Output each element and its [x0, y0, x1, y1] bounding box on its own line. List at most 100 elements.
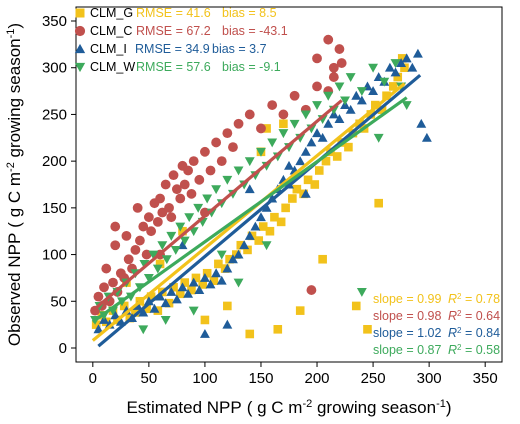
y-tick-label: 300 [42, 60, 67, 77]
y-axis-label: Observed NPP ( g C m-2 growing season-1) [5, 23, 24, 346]
data-point [306, 137, 317, 147]
stat-slope-clm-i: slope = 1.02 [373, 326, 442, 340]
data-point [175, 289, 185, 299]
data-point [278, 109, 289, 120]
data-point [244, 109, 255, 120]
y-axis-label-unit-mid: growing season [5, 38, 24, 162]
y-axis-label-unit-post: ) [5, 23, 24, 29]
data-point [262, 124, 271, 133]
data-point [323, 34, 334, 45]
data-point [93, 324, 104, 334]
data-point [345, 73, 356, 83]
data-point [183, 288, 194, 298]
legend-bias-clm-c: bias = -43.1 [222, 24, 288, 38]
data-point [407, 62, 418, 72]
y-tick-label: 100 [42, 247, 67, 264]
legend-marker-clm-c [74, 25, 86, 37]
regression-line-clm-c [91, 99, 343, 312]
data-point [166, 231, 177, 241]
stat-slope-clm-w: slope = 0.87 [373, 343, 442, 357]
stat-slope-clm-c: slope = 0.98 [373, 309, 442, 323]
data-point [143, 212, 154, 223]
data-point [138, 307, 149, 317]
data-point [160, 298, 171, 308]
data-point [187, 285, 196, 295]
data-point [216, 156, 227, 167]
data-point [328, 62, 339, 73]
data-point [288, 194, 297, 203]
data-point [132, 202, 143, 213]
data-point [179, 179, 190, 190]
data-point [175, 222, 186, 232]
data-point [334, 82, 345, 92]
data-point [273, 325, 283, 334]
data-point [256, 147, 266, 157]
data-point [180, 278, 190, 287]
data-point [183, 165, 194, 176]
data-point [351, 301, 361, 311]
data-point [228, 142, 238, 153]
data-point [233, 118, 244, 129]
data-point [366, 110, 376, 119]
y-tick-label: 0 [59, 340, 67, 357]
x-axis-label-unit-mid: growing season [312, 398, 436, 417]
data-point [321, 156, 331, 166]
data-point [188, 156, 199, 167]
data-point [110, 221, 121, 232]
x-axis-label-unit-post: ) [446, 398, 452, 417]
data-point [373, 133, 384, 143]
data-point [256, 212, 266, 222]
data-point [336, 58, 347, 68]
x-tick-label: 250 [361, 370, 386, 387]
data-point [355, 119, 364, 129]
data-point [222, 319, 233, 329]
data-point [131, 308, 140, 317]
data-point [236, 240, 246, 250]
data-point [194, 174, 205, 185]
x-axis-label: Estimated NPP ( g C m-2 growing season-1) [126, 398, 451, 417]
data-point [400, 63, 409, 73]
data-point [328, 72, 339, 82]
data-point [228, 254, 238, 264]
stat-r2-clm-i: R2 = 0.84 [448, 326, 500, 341]
data-point [202, 268, 212, 278]
data-point [300, 188, 311, 198]
data-point [261, 202, 272, 212]
x-axis-label-sup2: -1 [436, 398, 446, 410]
stat-r2-clm-g: R2 = 0.78 [448, 292, 500, 307]
data-point [390, 59, 401, 68]
data-point [295, 306, 305, 315]
data-point [135, 235, 145, 246]
y-tick-label: 150 [42, 200, 67, 217]
data-point [279, 119, 288, 129]
data-point [374, 198, 383, 208]
plot-frame [75, 6, 503, 363]
data-point [164, 202, 174, 213]
data-point [222, 128, 233, 139]
data-point [323, 118, 334, 128]
legend-marker-clm-i [74, 43, 86, 54]
data-point [300, 110, 311, 120]
data-point [332, 152, 342, 161]
data-point [193, 203, 204, 213]
y-axis-label-main: Observed NPP [5, 233, 24, 346]
stat-slope-clm-g: slope = 0.99 [373, 292, 442, 306]
data-point [200, 146, 210, 157]
data-point [377, 105, 387, 115]
data-point [270, 212, 279, 222]
data-point [368, 63, 379, 73]
data-point [312, 128, 322, 138]
data-point [289, 119, 300, 129]
data-point [388, 82, 398, 91]
data-point [401, 53, 412, 63]
data-point [306, 285, 317, 295]
data-point [340, 96, 350, 106]
regression-line-clm-w [91, 96, 408, 324]
data-point [233, 278, 244, 288]
data-point [121, 230, 132, 241]
data-point [177, 282, 188, 292]
data-point [261, 241, 272, 251]
x-tick-label: 0 [89, 370, 97, 387]
data-point [164, 298, 174, 308]
